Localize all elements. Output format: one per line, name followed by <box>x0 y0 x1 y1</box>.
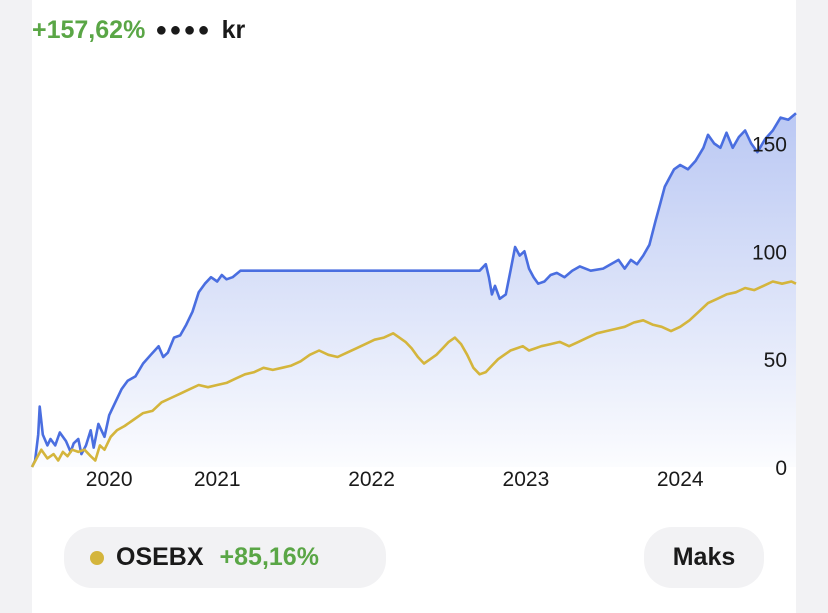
benchmark-return: +85,16% <box>219 543 319 571</box>
x-tick-label-0: 2020 <box>86 468 133 491</box>
y-tick-label-3: 150 <box>752 133 787 156</box>
y-tick-label-1: 50 <box>764 349 787 372</box>
performance-header: +157,62% ●●●● kr <box>32 14 245 46</box>
x-tick-label-4: 2024 <box>657 468 704 491</box>
benchmark-name: OSEBX <box>116 543 204 571</box>
x-tick-label-3: 2023 <box>503 468 550 491</box>
y-tick-label-0: 0 <box>775 457 787 480</box>
benchmark-dot-icon <box>90 550 104 565</box>
benchmark-chip[interactable]: OSEBX +85,16% <box>64 527 386 588</box>
performance-chart: 2020 2021 2022 2023 2024 0 50 100 150 <box>30 112 797 491</box>
masked-value: ●●●● <box>155 18 212 41</box>
x-tick-label-2: 2022 <box>348 468 395 491</box>
series-area-0 <box>32 113 796 468</box>
portfolio-return: +157,62% <box>32 15 146 44</box>
currency-label: kr <box>221 15 246 44</box>
x-tick-label-1: 2021 <box>194 468 241 491</box>
series-line-0 <box>30 112 797 468</box>
range-button-max[interactable]: Maks <box>644 527 764 588</box>
y-tick-label-2: 100 <box>752 241 787 264</box>
series-line-1 <box>30 280 797 468</box>
